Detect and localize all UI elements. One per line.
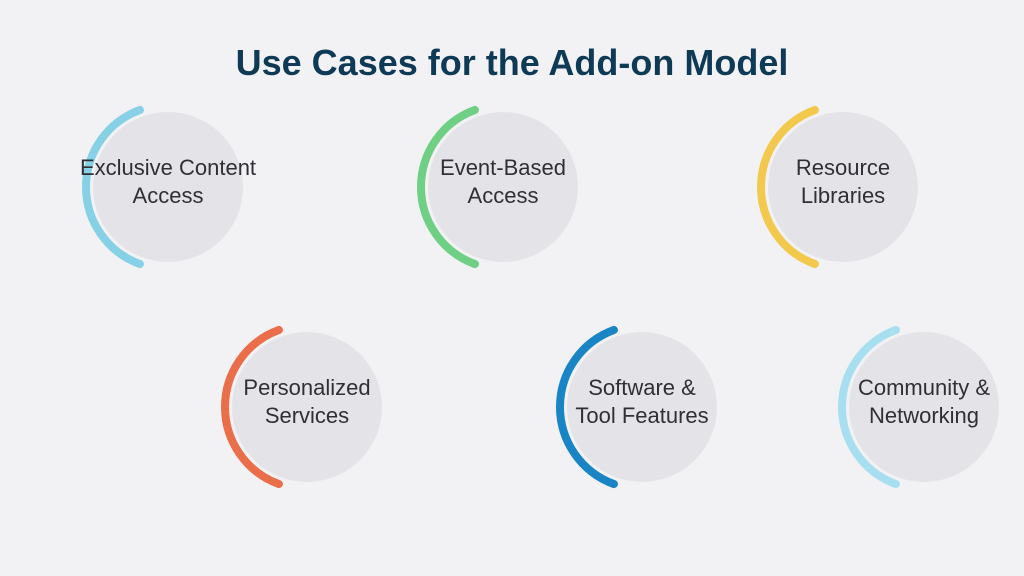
use-case-item: Software &Tool Features	[542, 322, 742, 502]
use-case-item: Event-BasedAccess	[403, 102, 603, 282]
use-case-label: ResourceLibraries	[733, 154, 953, 209]
use-case-label: Exclusive ContentAccess	[58, 154, 278, 209]
use-case-label: PersonalizedServices	[197, 374, 417, 429]
use-case-label: Event-BasedAccess	[393, 154, 613, 209]
use-case-item: Community &Networking	[824, 322, 1024, 502]
use-case-item: Exclusive ContentAccess	[68, 102, 268, 282]
use-case-item: ResourceLibraries	[743, 102, 943, 282]
items-grid: Exclusive ContentAccess Event-BasedAccess…	[0, 102, 1024, 552]
page-title: Use Cases for the Add-on Model	[0, 0, 1024, 102]
use-case-label: Software &Tool Features	[532, 374, 752, 429]
use-case-label: Community &Networking	[814, 374, 1024, 429]
use-case-item: PersonalizedServices	[207, 322, 407, 502]
